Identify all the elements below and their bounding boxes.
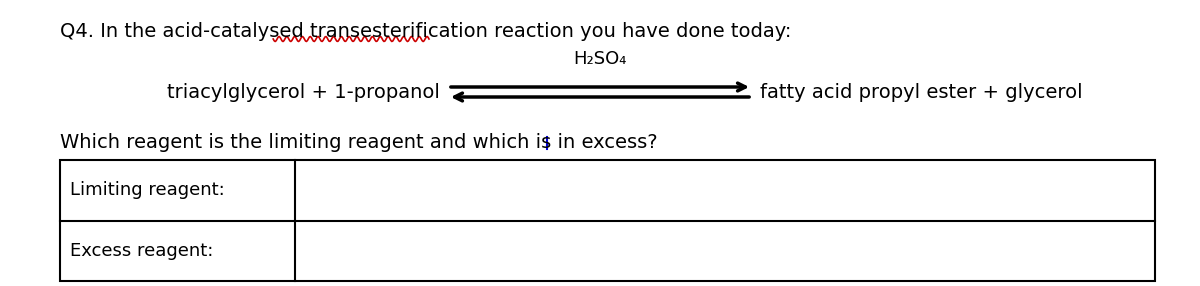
Text: fatty acid propyl ester + glycerol: fatty acid propyl ester + glycerol <box>760 82 1082 102</box>
Text: Limiting reagent:: Limiting reagent: <box>70 181 224 199</box>
Text: triacylglycerol + 1-propanol: triacylglycerol + 1-propanol <box>167 82 440 102</box>
Text: Q4. In the acid-catalysed transesterification reaction you have done today:: Q4. In the acid-catalysed transesterific… <box>60 22 791 41</box>
Text: Excess reagent:: Excess reagent: <box>70 242 214 260</box>
Text: H₂SO₄: H₂SO₄ <box>574 50 626 68</box>
Text: Which reagent is the limiting reagent and which is in excess?: Which reagent is the limiting reagent an… <box>60 134 658 152</box>
Bar <box>60 160 1154 281</box>
